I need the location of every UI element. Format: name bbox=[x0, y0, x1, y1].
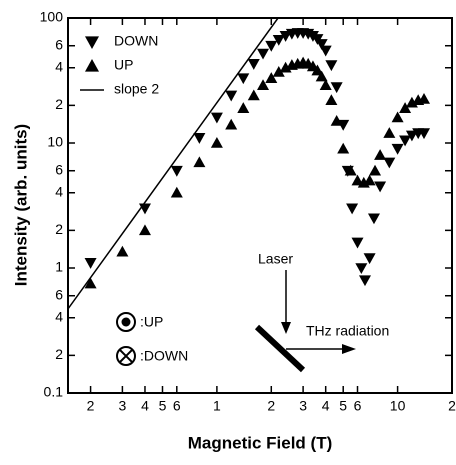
legend-label: slope 2 bbox=[114, 81, 159, 97]
marker bbox=[363, 174, 376, 186]
y-tick-label: 2 bbox=[55, 346, 63, 362]
marker bbox=[405, 130, 418, 142]
y-tick-label: 2 bbox=[55, 221, 63, 237]
legend-label: UP bbox=[114, 57, 133, 73]
line bbox=[68, 18, 279, 311]
marker bbox=[193, 156, 206, 168]
marker bbox=[272, 65, 285, 77]
y-tick-label: 4 bbox=[55, 58, 63, 74]
x-tick-label: 3 bbox=[119, 398, 127, 414]
x-axis-label: Magnetic Field (T) bbox=[188, 433, 333, 452]
x-tick-label: 6 bbox=[173, 398, 181, 414]
y-tick-label: 10 bbox=[47, 134, 63, 150]
marker bbox=[391, 143, 404, 155]
marker bbox=[138, 224, 151, 236]
x-tick-label: 2 bbox=[448, 398, 456, 414]
marker bbox=[391, 111, 404, 123]
marker bbox=[247, 59, 260, 70]
marker bbox=[399, 135, 412, 147]
y-tick-label: 6 bbox=[55, 286, 63, 302]
marker bbox=[170, 186, 183, 198]
x-tick-label: 10 bbox=[390, 398, 406, 414]
marker bbox=[225, 90, 238, 102]
y-axis-label: Intensity (arb. units) bbox=[11, 124, 30, 286]
y-tick-label: 6 bbox=[55, 161, 63, 177]
marker bbox=[315, 39, 328, 50]
x-tick-label: 4 bbox=[322, 398, 330, 414]
marker bbox=[367, 213, 380, 225]
marker bbox=[116, 245, 129, 257]
marker bbox=[374, 149, 387, 160]
marker bbox=[383, 157, 396, 169]
marker bbox=[84, 258, 97, 269]
plot-frame bbox=[67, 17, 453, 394]
x-tick-label: 3 bbox=[299, 398, 307, 414]
x-tick-label: 6 bbox=[354, 398, 362, 414]
marker bbox=[369, 164, 382, 176]
marker bbox=[351, 237, 364, 249]
marker bbox=[399, 102, 412, 113]
marker bbox=[319, 45, 332, 57]
x-tick-label: 5 bbox=[159, 398, 167, 414]
marker bbox=[272, 34, 285, 46]
marker bbox=[355, 263, 368, 274]
y-tick-label: 2 bbox=[55, 96, 63, 112]
marker bbox=[374, 181, 387, 193]
legend-marker bbox=[85, 36, 99, 49]
annotation: :DOWN bbox=[140, 348, 188, 364]
marker bbox=[319, 79, 332, 91]
marker bbox=[257, 79, 270, 91]
marker bbox=[170, 165, 183, 177]
x-tick-label: 1 bbox=[213, 398, 221, 414]
marker bbox=[247, 89, 260, 101]
annotation: Laser bbox=[258, 251, 293, 267]
marker bbox=[315, 70, 328, 82]
marker bbox=[311, 64, 324, 76]
marker bbox=[363, 253, 376, 265]
y-tick-label: 0.1 bbox=[44, 384, 64, 400]
y-tick-label: 1 bbox=[55, 259, 63, 275]
marker bbox=[265, 72, 278, 83]
marker bbox=[330, 82, 343, 94]
marker bbox=[210, 137, 223, 148]
marker bbox=[330, 114, 343, 126]
marker bbox=[193, 133, 206, 144]
marker bbox=[84, 277, 97, 289]
marker bbox=[325, 94, 338, 105]
x-tick-label: 4 bbox=[141, 398, 149, 414]
legend-marker bbox=[85, 59, 99, 72]
marker bbox=[210, 112, 223, 124]
marker bbox=[351, 174, 364, 186]
marker bbox=[257, 48, 270, 60]
y-tick-label: 6 bbox=[55, 36, 63, 52]
marker bbox=[237, 102, 250, 113]
x-tick-label: 2 bbox=[87, 398, 95, 414]
legend-label: DOWN bbox=[114, 33, 158, 49]
marker bbox=[279, 31, 292, 42]
marker bbox=[237, 73, 250, 85]
marker bbox=[337, 142, 350, 154]
marker bbox=[418, 128, 431, 140]
icons bbox=[116, 270, 356, 373]
annotation: :UP bbox=[140, 314, 163, 330]
y-tick-label: 4 bbox=[55, 308, 63, 324]
marker bbox=[358, 275, 371, 287]
x-tick-label: 2 bbox=[267, 398, 275, 414]
marker bbox=[225, 118, 238, 130]
marker bbox=[325, 60, 338, 72]
annotation: THz radiation bbox=[306, 323, 389, 339]
marker bbox=[265, 40, 278, 52]
y-tick-label: 4 bbox=[55, 183, 63, 199]
marker bbox=[344, 164, 357, 176]
y-tick-label: 100 bbox=[40, 9, 64, 25]
marker bbox=[383, 127, 396, 138]
marker bbox=[418, 92, 431, 104]
marker bbox=[346, 203, 359, 215]
x-tick-label: 5 bbox=[339, 398, 347, 414]
